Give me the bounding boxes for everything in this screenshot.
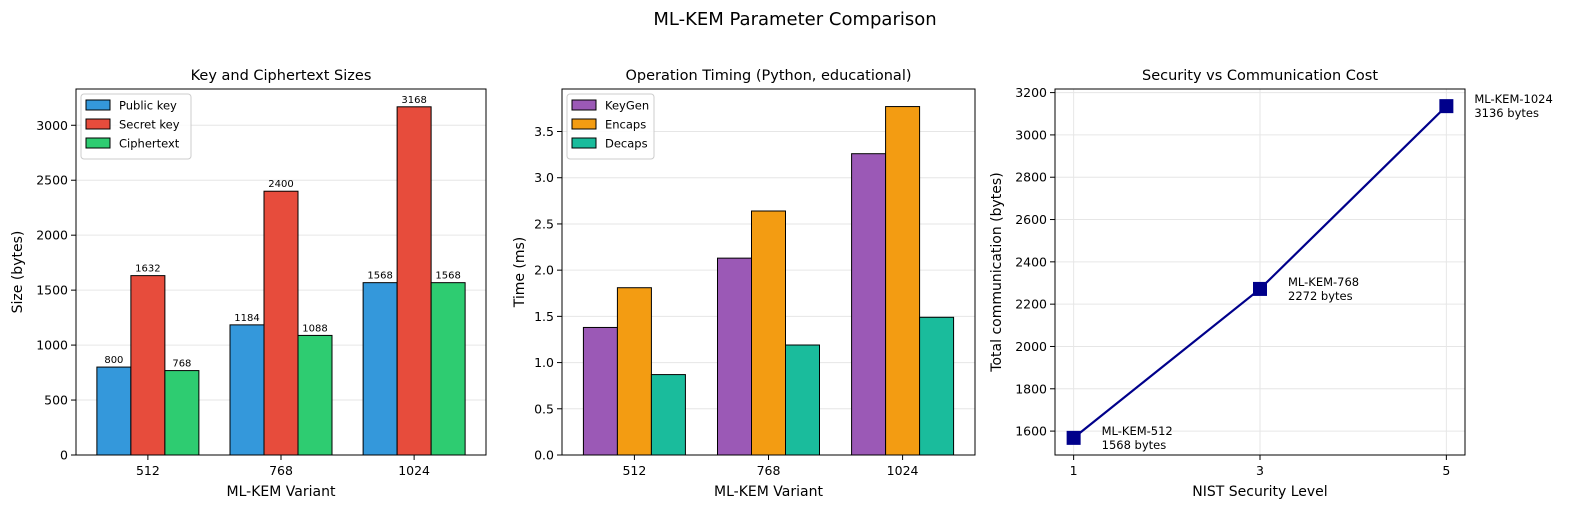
y-tick-label: 1500 xyxy=(36,283,68,298)
chart-title: Security vs Communication Cost xyxy=(1142,68,1378,84)
bar xyxy=(919,316,955,456)
bar xyxy=(785,344,820,456)
legend-swatch xyxy=(571,118,597,130)
bar xyxy=(751,210,786,456)
data-label: 1568 xyxy=(435,271,460,282)
bar xyxy=(297,334,333,456)
y-tick-label: 2200 xyxy=(1015,297,1047,312)
x-tick-label: 1 xyxy=(1070,463,1078,478)
legend-entry: Ciphertext xyxy=(119,137,180,151)
bar xyxy=(96,366,132,456)
data-point-marker xyxy=(1066,430,1081,445)
bar xyxy=(582,326,618,456)
y-tick-label: 0.0 xyxy=(534,448,554,463)
x-tick-label: 3 xyxy=(1256,463,1264,478)
y-axis-label: Time (ms) xyxy=(512,237,528,309)
y-axis-label: Total communication (bytes) xyxy=(989,172,1005,372)
bar xyxy=(650,374,686,456)
data-label: 2400 xyxy=(268,179,293,190)
x-tick-label: 1024 xyxy=(398,463,430,478)
bar xyxy=(717,257,752,456)
legend-swatch xyxy=(85,99,111,111)
bar xyxy=(263,190,299,456)
figure-suptitle: ML-KEM Parameter Comparison xyxy=(653,9,936,30)
legend-swatch xyxy=(571,137,597,149)
line-chart-2: 1600 1800 2000 2200 2400 2600 2800 3000 3200 1 3 5 M… xyxy=(989,68,1553,500)
legend: KeyGen Encaps Decaps xyxy=(566,93,655,160)
legend-swatch xyxy=(85,137,111,149)
x-tick-label: 512 xyxy=(622,463,646,478)
data-point-marker xyxy=(1439,99,1454,114)
point-annotation: 2272 bytes xyxy=(1288,289,1353,303)
y-tick-label: 1600 xyxy=(1015,424,1047,439)
y-tick-label: 0 xyxy=(60,448,68,463)
y-tick-label: 3000 xyxy=(36,118,68,133)
bar xyxy=(229,324,265,456)
bar xyxy=(396,106,432,456)
y-tick-label: 1.0 xyxy=(534,355,554,370)
data-label: 1088 xyxy=(302,323,327,334)
y-tick-label: 1000 xyxy=(36,338,68,353)
bar xyxy=(130,275,166,456)
bar-chart-0: 800 1184 1568 1632 2400 3168 768 1088 1568 0 500 10… xyxy=(10,68,487,500)
x-tick-label: 768 xyxy=(757,463,781,478)
y-tick-label: 2000 xyxy=(36,228,68,243)
y-tick-label: 1800 xyxy=(1015,381,1047,396)
y-tick-label: 3.5 xyxy=(534,124,554,139)
bar-chart-1: 0.0 0.5 1.0 1.5 2.0 2.5 3.0 3.5 512 768 1024 KeyGen… xyxy=(512,68,976,500)
y-tick-label: 2600 xyxy=(1015,212,1047,227)
x-axis-label: NIST Security Level xyxy=(1192,484,1327,500)
y-axis-label: Size (bytes) xyxy=(10,231,26,314)
bar xyxy=(616,287,652,456)
chart-title: Key and Ciphertext Sizes xyxy=(191,68,372,84)
legend-entry: Encaps xyxy=(605,118,646,132)
point-annotation: 1568 bytes xyxy=(1102,438,1167,452)
chart-title: Operation Timing (Python, educational) xyxy=(625,68,911,84)
bar xyxy=(164,370,200,456)
y-tick-label: 2.0 xyxy=(534,263,554,278)
legend-swatch xyxy=(571,99,597,111)
point-annotation: 3136 bytes xyxy=(1474,106,1539,120)
y-tick-label: 1.5 xyxy=(534,309,554,324)
point-annotation: ML-KEM-512 xyxy=(1102,424,1173,438)
legend-entry: KeyGen xyxy=(605,99,649,113)
legend: Public key Secret key Ciphertext xyxy=(80,93,192,160)
y-tick-label: 3.0 xyxy=(534,170,554,185)
y-tick-label: 0.5 xyxy=(534,401,554,416)
y-tick-label: 3000 xyxy=(1015,127,1047,142)
y-tick-label: 2000 xyxy=(1015,339,1047,354)
data-label: 768 xyxy=(172,359,191,370)
x-tick-label: 768 xyxy=(269,463,293,478)
bar xyxy=(362,282,398,456)
y-tick-label: 2500 xyxy=(36,173,68,188)
x-axis-label: ML-KEM Variant xyxy=(227,484,336,500)
bar xyxy=(851,153,887,456)
legend-entry: Decaps xyxy=(605,137,648,151)
point-annotation: ML-KEM-768 xyxy=(1288,275,1359,289)
data-point-marker xyxy=(1253,281,1267,296)
legend-entry: Secret key xyxy=(119,118,180,132)
data-label: 1568 xyxy=(367,271,392,282)
x-tick-label: 512 xyxy=(136,463,160,478)
data-label: 1632 xyxy=(135,264,160,275)
data-label: 3168 xyxy=(401,95,426,106)
x-axis-label: ML-KEM Variant xyxy=(714,484,823,500)
y-tick-label: 2.5 xyxy=(534,216,554,231)
x-tick-label: 1024 xyxy=(887,463,919,478)
legend-entry: Public key xyxy=(119,99,177,113)
data-label: 1184 xyxy=(234,313,259,324)
x-tick-label: 5 xyxy=(1442,463,1450,478)
bar xyxy=(430,282,466,456)
bar xyxy=(885,106,921,456)
point-annotation: ML-KEM-1024 xyxy=(1474,92,1552,106)
y-tick-label: 2800 xyxy=(1015,170,1047,185)
y-tick-label: 500 xyxy=(44,393,68,408)
legend-swatch xyxy=(85,118,111,130)
y-tick-label: 3200 xyxy=(1015,85,1047,100)
data-label: 800 xyxy=(104,355,123,366)
y-tick-label: 2400 xyxy=(1015,254,1047,269)
